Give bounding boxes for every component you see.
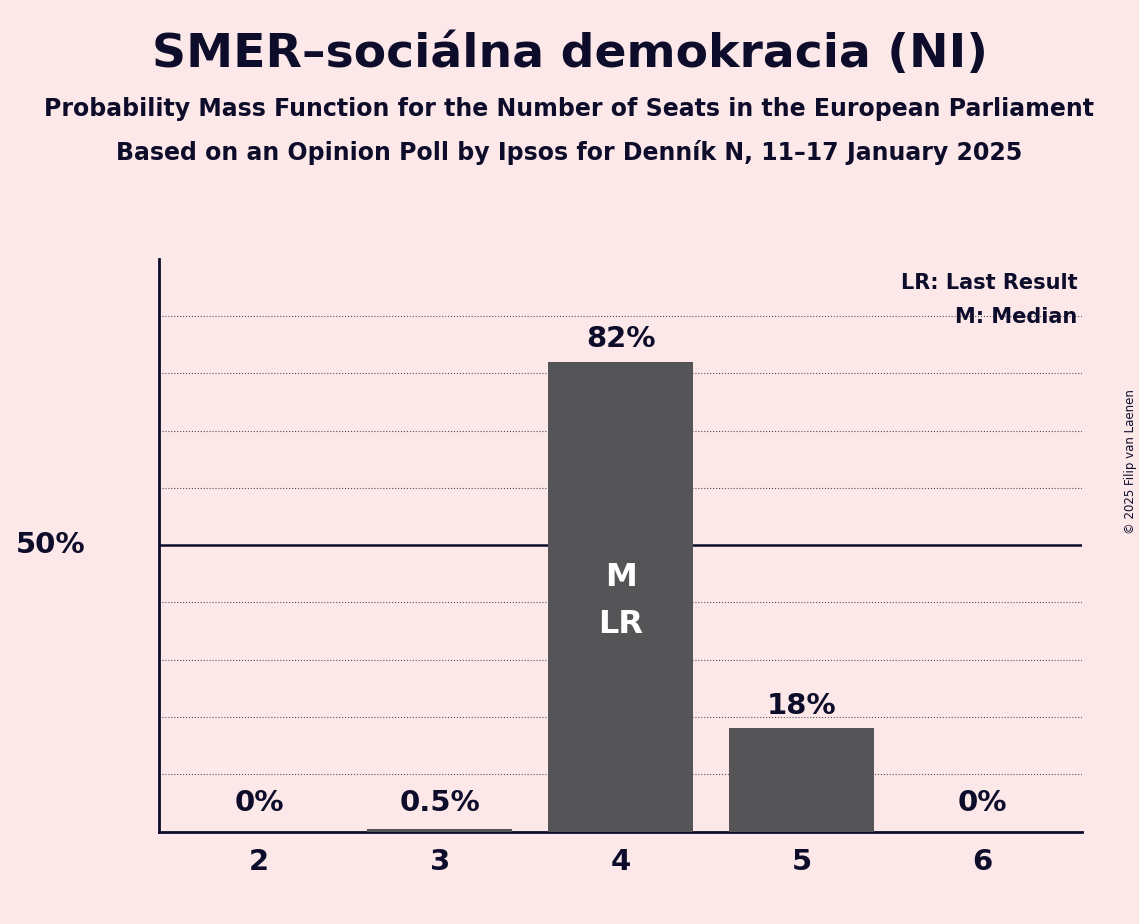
Bar	[368, 829, 513, 832]
Text: 50%: 50%	[16, 531, 85, 559]
Text: 82%: 82%	[585, 325, 656, 353]
Text: 18%: 18%	[767, 692, 836, 720]
Text: 0.5%: 0.5%	[400, 789, 481, 817]
Text: Probability Mass Function for the Number of Seats in the European Parliament: Probability Mass Function for the Number…	[44, 97, 1095, 121]
Text: LR: Last Result: LR: Last Result	[901, 274, 1077, 293]
Text: 0%: 0%	[235, 789, 284, 817]
Text: SMER–sociálna demokracia (NI): SMER–sociálna demokracia (NI)	[151, 32, 988, 78]
Text: LR: LR	[598, 610, 644, 640]
Bar	[548, 362, 694, 832]
Text: M: M	[605, 563, 637, 593]
Text: © 2025 Filip van Laenen: © 2025 Filip van Laenen	[1124, 390, 1137, 534]
Bar	[729, 728, 874, 832]
Text: M: Median: M: Median	[956, 308, 1077, 327]
Text: Based on an Opinion Poll by Ipsos for Denník N, 11–17 January 2025: Based on an Opinion Poll by Ipsos for De…	[116, 140, 1023, 165]
Text: 0%: 0%	[958, 789, 1007, 817]
